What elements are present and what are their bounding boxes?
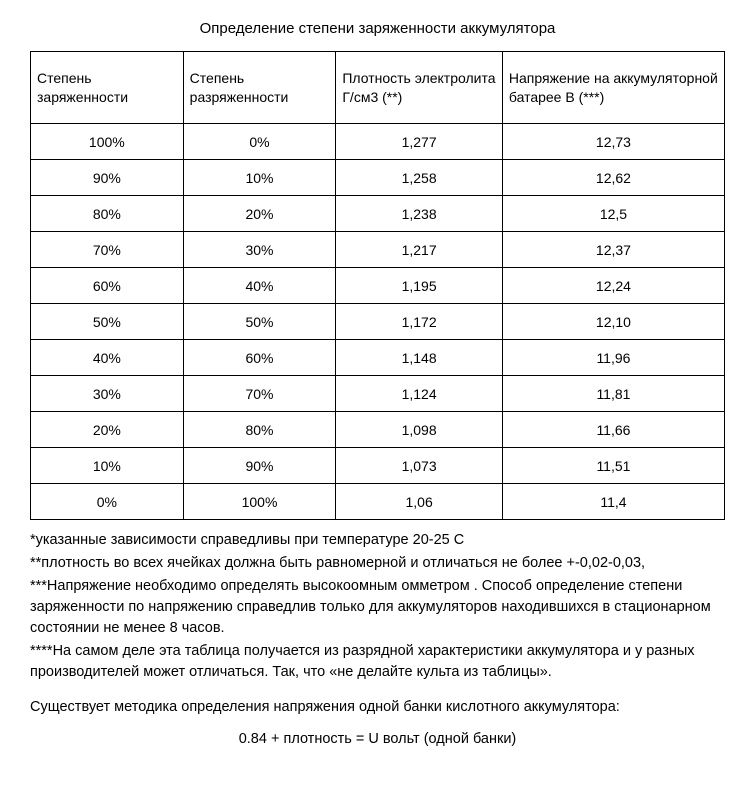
table-cell: 70% [31, 232, 184, 268]
col-header-discharge: Степень разряженности [183, 52, 336, 124]
footnote-4: ****На самом деле эта таблица получается… [30, 641, 725, 683]
footnote-1: *указанные зависимости справедливы при т… [30, 530, 725, 551]
table-cell: 90% [31, 160, 184, 196]
table-cell: 11,51 [502, 448, 724, 484]
table-cell: 11,81 [502, 376, 724, 412]
table-cell: 1,124 [336, 376, 503, 412]
table-cell: 50% [31, 304, 184, 340]
table-cell: 12,24 [502, 268, 724, 304]
table-cell: 100% [183, 484, 336, 520]
method-text: Существует методика определения напряжен… [30, 699, 725, 715]
table-cell: 1,195 [336, 268, 503, 304]
table-cell: 1,098 [336, 412, 503, 448]
table-cell: 100% [31, 124, 184, 160]
table-cell: 12,10 [502, 304, 724, 340]
table-row: 20%80%1,09811,66 [31, 412, 725, 448]
table-cell: 12,37 [502, 232, 724, 268]
table-cell: 90% [183, 448, 336, 484]
col-header-charge: Степень заряженности [31, 52, 184, 124]
table-cell: 1,258 [336, 160, 503, 196]
table-row: 60%40%1,19512,24 [31, 268, 725, 304]
formula: 0.84 + плотность = U вольт (одной банки) [30, 731, 725, 747]
table-row: 30%70%1,12411,81 [31, 376, 725, 412]
table-cell: 60% [183, 340, 336, 376]
col-header-density: Плотность электролита Г/см3 (**) [336, 52, 503, 124]
table-cell: 40% [183, 268, 336, 304]
table-row: 90%10%1,25812,62 [31, 160, 725, 196]
table-row: 70%30%1,21712,37 [31, 232, 725, 268]
battery-charge-table: Степень заряженности Степень разряженнос… [30, 51, 725, 520]
table-cell: 70% [183, 376, 336, 412]
footnote-2: **плотность во всех ячейках должна быть … [30, 553, 725, 574]
table-cell: 80% [31, 196, 184, 232]
table-row: 80%20%1,23812,5 [31, 196, 725, 232]
table-cell: 20% [31, 412, 184, 448]
table-cell: 10% [31, 448, 184, 484]
table-cell: 20% [183, 196, 336, 232]
table-cell: 1,238 [336, 196, 503, 232]
table-cell: 0% [31, 484, 184, 520]
table-cell: 30% [31, 376, 184, 412]
table-row: 50%50%1,17212,10 [31, 304, 725, 340]
table-row: 0%100%1,0611,4 [31, 484, 725, 520]
table-row: 100%0%1,27712,73 [31, 124, 725, 160]
table-cell: 0% [183, 124, 336, 160]
table-cell: 12,73 [502, 124, 724, 160]
table-cell: 1,06 [336, 484, 503, 520]
table-cell: 40% [31, 340, 184, 376]
table-cell: 80% [183, 412, 336, 448]
table-cell: 1,217 [336, 232, 503, 268]
table-cell: 10% [183, 160, 336, 196]
table-cell: 11,66 [502, 412, 724, 448]
table-cell: 11,96 [502, 340, 724, 376]
table-cell: 12,5 [502, 196, 724, 232]
table-header-row: Степень заряженности Степень разряженнос… [31, 52, 725, 124]
table-cell: 30% [183, 232, 336, 268]
table-cell: 60% [31, 268, 184, 304]
table-cell: 50% [183, 304, 336, 340]
table-cell: 1,148 [336, 340, 503, 376]
table-head: Степень заряженности Степень разряженнос… [31, 52, 725, 124]
table-cell: 1,277 [336, 124, 503, 160]
table-row: 40%60%1,14811,96 [31, 340, 725, 376]
document-page: Определение степени заряженности аккумул… [0, 0, 755, 777]
table-cell: 11,4 [502, 484, 724, 520]
table-cell: 1,073 [336, 448, 503, 484]
table-body: 100%0%1,27712,7390%10%1,25812,6280%20%1,… [31, 124, 725, 520]
table-row: 10%90%1,07311,51 [31, 448, 725, 484]
col-header-voltage: Напряжение на аккумуляторной батарее В (… [502, 52, 724, 124]
table-cell: 1,172 [336, 304, 503, 340]
table-cell: 12,62 [502, 160, 724, 196]
footnotes: *указанные зависимости справедливы при т… [30, 530, 725, 683]
footnote-3: ***Напряжение необходимо определять высо… [30, 576, 725, 639]
page-title: Определение степени заряженности аккумул… [30, 20, 725, 37]
